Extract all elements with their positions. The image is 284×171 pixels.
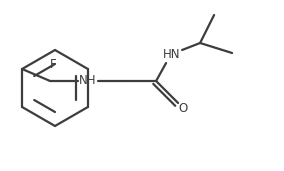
Text: HN: HN	[163, 49, 181, 62]
Text: O: O	[178, 102, 188, 115]
Text: F: F	[50, 57, 56, 70]
Text: NH: NH	[79, 75, 97, 88]
